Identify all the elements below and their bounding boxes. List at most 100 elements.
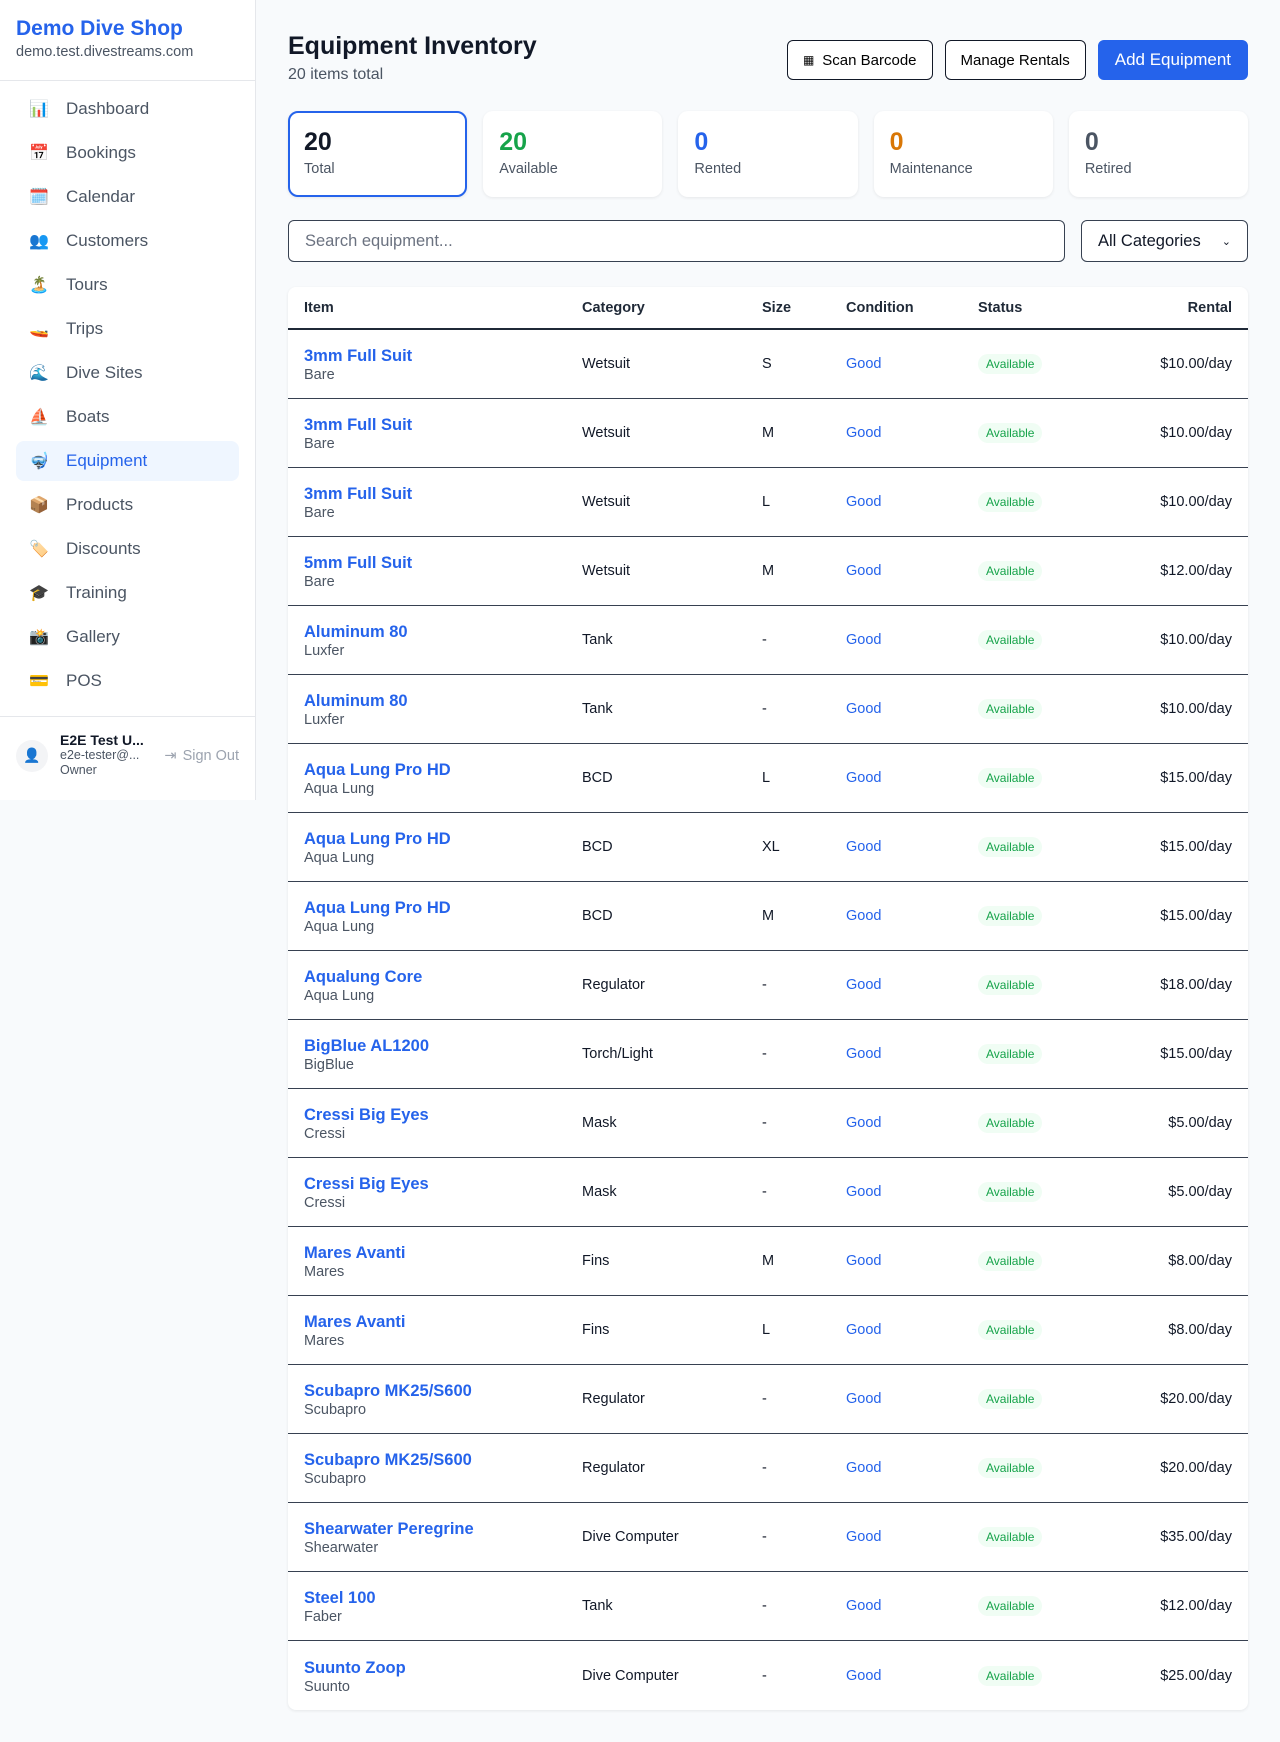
item-cell: Suunto Zoop Suunto (304, 1657, 406, 1695)
brand-name[interactable]: Demo Dive Shop (16, 17, 183, 40)
column-header-condition[interactable]: Condition (846, 299, 914, 316)
equipment-icon: 🤿 (29, 453, 49, 470)
sidebar-item-bookings[interactable]: 📅 Bookings (16, 133, 239, 173)
table-row: Aqualung Core Aqua Lung Regulator - Good Avai… (288, 951, 1248, 1020)
table-row: Aluminum 80 Luxfer Tank - Good Available $10.0… (288, 675, 1248, 744)
sidebar-item-gallery[interactable]: 📸 Gallery (16, 617, 239, 657)
table-row: Cressi Big Eyes Cressi Mask - Good Available $… (288, 1089, 1248, 1158)
size-cell: - (762, 1115, 767, 1131)
sidebar-item-equipment[interactable]: 🤿 Equipment (16, 441, 239, 481)
item-name-link[interactable]: 3mm Full Suit (304, 416, 413, 434)
item-name-link[interactable]: 3mm Full Suit (304, 347, 413, 365)
sidebar-item-label: POS (66, 671, 102, 690)
stat-value: 0 (694, 128, 709, 156)
item-name-link[interactable]: BigBlue AL1200 (304, 1037, 430, 1055)
stat-card-rented[interactable]: 0 Rented (678, 111, 858, 197)
sidebar-item-dashboard[interactable]: 📊 Dashboard (16, 89, 239, 129)
size-cell: - (762, 1598, 767, 1614)
item-cell: Aqualung Core Aqua Lung (304, 966, 422, 1004)
sidebar-item-training[interactable]: 🎓 Training (16, 573, 239, 613)
manage-rentals-button[interactable]: Manage Rentals (944, 40, 1086, 80)
table-row: Aqua Lung Pro HD Aqua Lung BCD L Good Availab… (288, 744, 1248, 813)
condition-cell: Good (846, 494, 882, 510)
item-name-link[interactable]: Suunto Zoop (304, 1658, 406, 1677)
table-row: 3mm Full Suit Bare Wetsuit L Good Available $1… (288, 468, 1248, 537)
item-brand: Suunto (304, 1678, 350, 1695)
condition-cell: Good (846, 1391, 882, 1407)
search-input[interactable] (288, 220, 1065, 262)
item-name-link[interactable]: Aluminum 80 (304, 692, 408, 710)
status-cell: Available (978, 837, 1043, 857)
sidebar-item-label: Bookings (66, 143, 136, 162)
item-brand: Bare (304, 367, 335, 383)
stat-card-total[interactable]: 20 Total (288, 111, 468, 197)
item-name-link[interactable]: Aluminum 80 (304, 623, 408, 641)
sidebar-item-trips[interactable]: 🚤 Trips (16, 309, 239, 349)
item-name-link[interactable]: 3mm Full Suit (304, 485, 413, 503)
category-cell: Regulator (582, 977, 645, 993)
item-name-link[interactable]: Aqua Lung Pro HD (304, 761, 451, 779)
sidebar-item-customers[interactable]: 👥 Customers (16, 221, 239, 261)
sidebar-item-label: Equipment (66, 451, 148, 470)
condition-cell: Good (846, 1460, 882, 1476)
item-name-link[interactable]: Steel 100 (304, 1589, 376, 1607)
stat-label: Rented (694, 161, 742, 177)
item-brand: Bare (304, 436, 335, 452)
boats-icon: ⛵ (29, 409, 49, 426)
column-header-rental[interactable]: Rental (1187, 299, 1232, 316)
column-header-status[interactable]: Status (978, 299, 1023, 316)
trips-icon: 🚤 (29, 321, 49, 338)
table-row: 3mm Full Suit Bare Wetsuit M Good Available $1… (288, 399, 1248, 468)
column-header-item[interactable]: Item (304, 299, 334, 316)
condition-cell: Good (846, 977, 882, 993)
column-header-size[interactable]: Size (762, 299, 792, 316)
column-header-category[interactable]: Category (582, 299, 645, 316)
sign-out-label: Sign Out (182, 747, 239, 764)
item-name-link[interactable]: Mares Avanti (304, 1244, 406, 1262)
sidebar-item-pos[interactable]: 💳 POS (16, 661, 239, 701)
status-cell: Available (978, 630, 1043, 650)
category-cell: BCD (582, 908, 613, 924)
sidebar-item-discounts[interactable]: 🏷️ Discounts (16, 529, 239, 569)
stat-card-available[interactable]: 20 Available (483, 111, 663, 197)
sign-out-button[interactable]: ⇥ Sign Out (164, 748, 239, 764)
sidebar-item-boats[interactable]: ⛵ Boats (16, 397, 239, 437)
size-cell: M (762, 908, 775, 924)
item-name-link[interactable]: Scubapro MK25/S600 (304, 1382, 472, 1400)
item-name-link[interactable]: Cressi Big Eyes (304, 1175, 429, 1193)
item-name-link[interactable]: Cressi Big Eyes (304, 1106, 429, 1124)
category-select[interactable]: All Categories ⌄ (1081, 220, 1248, 262)
table-row: 3mm Full Suit Bare Wetsuit S Good Available $1… (288, 330, 1248, 399)
scan-barcode-button[interactable]: ▦ Scan Barcode (786, 40, 933, 80)
status-cell: Available (978, 423, 1043, 443)
item-brand: Aqua Lung (304, 850, 375, 866)
item-name-link[interactable]: Scubapro MK25/S600 (304, 1451, 472, 1469)
item-cell: 3mm Full Suit Bare (304, 483, 412, 521)
item-name-link[interactable]: Shearwater Peregrine (304, 1520, 474, 1538)
size-cell: L (762, 494, 771, 510)
table-header: Item Category Size Condition Status Rental (288, 287, 1248, 330)
status-badge: Available (978, 423, 1043, 443)
rental-price-cell: $8.00/day (1168, 1322, 1232, 1338)
item-brand: Cressi (304, 1126, 346, 1142)
sidebar-item-calendar[interactable]: 🗓️ Calendar (16, 177, 239, 217)
stat-card-maintenance[interactable]: 0 Maintenance (873, 111, 1053, 197)
item-name-link[interactable]: Mares Avanti (304, 1313, 406, 1331)
sidebar-item-dive-sites[interactable]: 🌊 Dive Sites (16, 353, 239, 393)
item-name-link[interactable]: Aqualung Core (304, 968, 423, 986)
item-name-link[interactable]: Aqua Lung Pro HD (304, 830, 451, 848)
sidebar-item-products[interactable]: 📦 Products (16, 485, 239, 525)
sidebar-item-label: Dashboard (66, 99, 150, 118)
sidebar-item-label: Customers (66, 231, 149, 250)
user-name: E2E Test U... (60, 732, 144, 748)
add-equipment-button[interactable]: Add Equipment (1097, 40, 1248, 80)
status-badge: Available (978, 492, 1043, 512)
sidebar-item-tours[interactable]: 🏝️ Tours (16, 265, 239, 305)
status-cell: Available (978, 561, 1043, 581)
status-cell: Available (978, 1113, 1043, 1133)
item-name-link[interactable]: 5mm Full Suit (304, 554, 413, 572)
stat-card-retired[interactable]: 0 Retired (1068, 111, 1249, 197)
item-name-link[interactable]: Aqua Lung Pro HD (304, 899, 451, 917)
rental-price-cell: $10.00/day (1160, 494, 1232, 510)
category-cell: Wetsuit (582, 356, 631, 372)
